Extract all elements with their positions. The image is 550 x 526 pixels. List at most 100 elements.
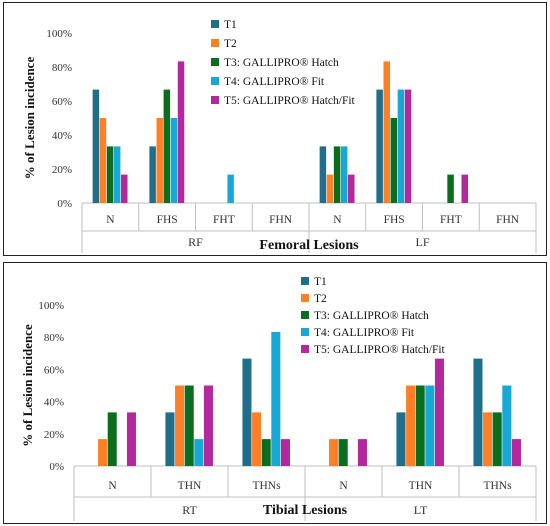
tibial-bar — [483, 412, 493, 466]
femoral-bar — [177, 61, 185, 203]
femoral-y-tick-label: 100% — [46, 28, 72, 40]
tibial-bar — [473, 358, 483, 466]
tibial-bar — [357, 439, 367, 466]
femoral-category-label: N — [106, 214, 115, 226]
tibial-bar — [511, 439, 521, 466]
femoral-category-label: FHS — [157, 214, 178, 226]
femoral-chart: 0% 20% 40% 60% 80% 100% % of Lesion incidence N… — [22, 19, 537, 253]
femoral-legend-swatch — [211, 96, 219, 104]
femoral-bar — [376, 89, 383, 203]
femoral-bar — [156, 118, 163, 203]
femoral-bar — [447, 174, 454, 203]
tibial-y-tick-label: 100% — [38, 300, 64, 312]
tibial-bar — [184, 385, 194, 466]
femoral-category-label: FHN — [496, 214, 520, 226]
femoral-category-label: FHN — [269, 214, 293, 226]
tibial-category-label: THNs — [483, 480, 512, 492]
tibial-bar — [175, 385, 185, 466]
tibial-y-tick-label: 0% — [49, 461, 64, 473]
tibial-bar — [396, 412, 406, 466]
femoral-legend-swatch — [211, 58, 219, 66]
femoral-legend-label: T5: GALLIPRO® Hatch/Fit — [224, 95, 356, 107]
tibial-chart-panel: 0% 20% 40% 60% 80% 100%% of Lesion incidence N… — [3, 262, 547, 524]
femoral-legend-swatch — [211, 20, 219, 28]
tibial-bar — [126, 412, 136, 466]
tibial-bar — [338, 439, 348, 466]
tibial-legend-swatch — [301, 345, 309, 353]
tibial-bar — [203, 385, 213, 466]
tibial-bar — [98, 439, 108, 466]
tibial-y-tick-label: 60% — [44, 364, 64, 376]
tibial-legend-label: T3: GALLIPRO® Hatch — [314, 310, 429, 322]
femoral-bar — [163, 89, 171, 203]
tibial-legend-swatch — [301, 294, 309, 302]
tibial-bar — [329, 439, 339, 466]
femoral-y-tick-label: 0% — [57, 198, 72, 210]
femoral-bar — [319, 146, 327, 203]
tibial-bar — [242, 358, 252, 466]
tibial-bar — [502, 385, 512, 466]
femoral-chart-panel: 0% 20% 40% 60% 80% 100% % of Lesion incidence N… — [3, 2, 547, 256]
femoral-bar — [348, 174, 355, 203]
femoral-legend-label: T2 — [224, 38, 237, 50]
tibial-legend-label: T5: GALLIPRO® Hatch/Fit — [314, 344, 446, 356]
femoral-bar — [113, 146, 121, 203]
femoral-legend-label: T1 — [224, 19, 237, 31]
femoral-bar — [461, 174, 469, 203]
tibial-y-tick-label: 20% — [44, 429, 64, 441]
tibial-bar — [492, 412, 502, 466]
tibial-bar — [425, 385, 435, 466]
femoral-x-axis-title: Femoral Lesions — [259, 238, 359, 253]
tibial-category-label: N — [108, 480, 117, 492]
femoral-bar — [383, 61, 390, 203]
femoral-category-label: FHT — [213, 214, 235, 226]
femoral-bar — [404, 89, 412, 203]
femoral-bar — [227, 174, 234, 203]
femoral-group-label: LF — [415, 235, 429, 249]
femoral-legend-swatch — [211, 77, 219, 85]
femoral-y-tick-label: 40% — [52, 130, 72, 142]
tibial-y-axis-title: % of Lesion incidence — [20, 324, 35, 447]
tibial-legend-label: T1 — [314, 276, 327, 288]
tibial-legend-swatch — [301, 328, 309, 336]
tibial-bar — [261, 439, 271, 466]
tibial-legend-label: T2 — [314, 293, 327, 305]
tibial-category-label: THN — [409, 480, 433, 492]
femoral-legend-swatch — [211, 39, 219, 47]
tibial-bar — [252, 412, 262, 466]
tibial-bar — [406, 385, 416, 466]
tibial-bar — [165, 412, 175, 466]
femoral-bar — [170, 118, 178, 203]
femoral-group-label: RF — [188, 235, 203, 249]
tibial-x-axis-title: Tibial Lesions — [263, 503, 348, 518]
femoral-bar — [121, 174, 128, 203]
tibial-category-label: N — [339, 480, 348, 492]
tibial-bar — [280, 439, 290, 466]
femoral-legend-label: T3: GALLIPRO® Hatch — [224, 57, 339, 69]
femoral-bar — [333, 146, 341, 203]
tibial-y-tick-label: 40% — [44, 397, 64, 409]
femoral-legend-label: T4: GALLIPRO® Fit — [224, 76, 325, 88]
tibial-legend-label: T4: GALLIPRO® Fit — [314, 327, 415, 339]
femoral-bar — [99, 118, 107, 203]
tibial-bar — [434, 358, 444, 466]
femoral-bar — [106, 146, 114, 203]
tibial-bar — [107, 412, 117, 466]
tibial-group-label: LT — [414, 503, 428, 517]
femoral-category-label: N — [333, 214, 342, 226]
femoral-bar — [340, 146, 348, 203]
femoral-category-label: FHT — [440, 214, 462, 226]
femoral-bar — [397, 89, 405, 203]
tibial-bar — [271, 331, 281, 466]
tibial-chart: 0% 20% 40% 60% 80% 100%% of Lesion incidence N… — [20, 276, 537, 521]
femoral-y-tick-label: 80% — [52, 62, 72, 74]
femoral-category-label: FHS — [384, 214, 405, 226]
femoral-bar — [390, 118, 398, 203]
tibial-legend-swatch — [301, 277, 309, 285]
femoral-y-axis-title: % of Lesion incidence — [22, 57, 37, 180]
tibial-category-label: THNs — [252, 480, 281, 492]
femoral-y-tick-label: 20% — [52, 164, 72, 176]
femoral-y-tick-label: 60% — [52, 96, 72, 108]
femoral-bar — [326, 174, 334, 203]
tibial-category-label: THN — [178, 480, 202, 492]
